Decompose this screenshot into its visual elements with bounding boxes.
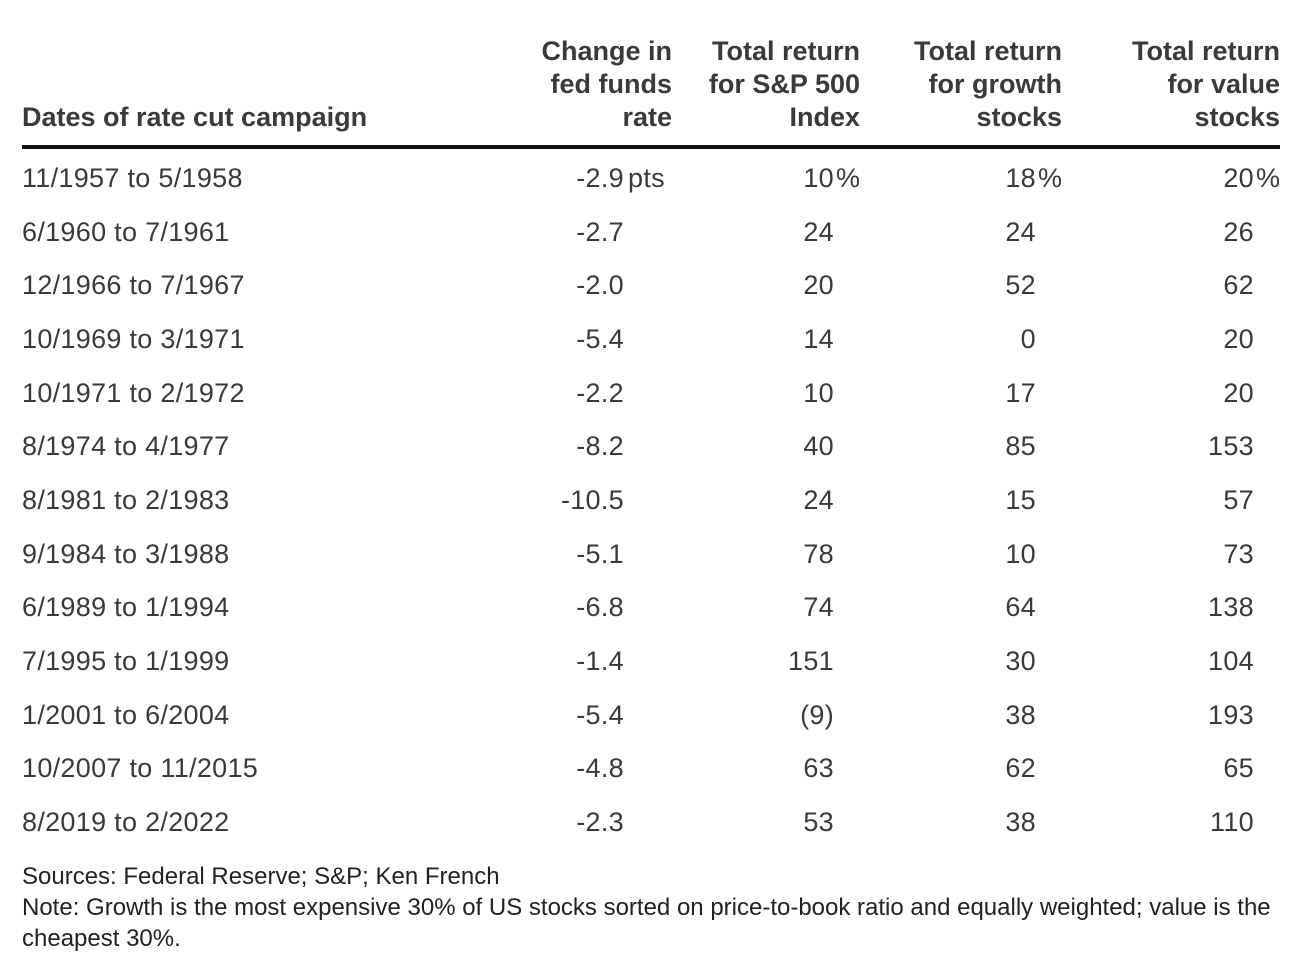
cell-sp500-return: 24 xyxy=(803,216,834,247)
cell-value-return: 26 xyxy=(1223,216,1254,247)
cell-growth-return: 38 xyxy=(1005,699,1036,730)
cell-value-return: 20 xyxy=(1223,162,1254,193)
header-divider xyxy=(22,145,1280,149)
cell-fed-funds-change: -2.9 xyxy=(576,162,624,193)
cell-value-return: 20 xyxy=(1223,323,1254,354)
cell-fed-funds-change: -10.5 xyxy=(560,484,624,515)
cell-growth-return: 85 xyxy=(1005,431,1036,462)
cell-value-return: 104 xyxy=(1208,646,1254,677)
rate-cut-returns-table: Dates of rate cut campaign Change in fed… xyxy=(22,30,1280,837)
cell-sp500-return: 10 xyxy=(803,377,834,408)
cell-dates: 8/2019 to 2/2022 xyxy=(22,807,230,838)
table-row: 1/2001 to 6/2004 -5.4 (9) 38 193 xyxy=(22,688,1280,742)
table-row: 10/1969 to 3/1971 -5.4 14 0 20 xyxy=(22,312,1280,366)
table-row: 10/1971 to 2/1972 -2.2 10 17 20 xyxy=(22,366,1280,420)
cell-dates: 6/1989 to 1/1994 xyxy=(22,592,230,623)
cell-fed-funds-change: -2.7 xyxy=(576,216,624,247)
cell-growth-return: 30 xyxy=(1005,646,1036,677)
cell-dates: 8/1974 to 4/1977 xyxy=(22,431,230,462)
cell-fed-funds-change: -4.8 xyxy=(576,753,624,784)
cell-value-return: 20 xyxy=(1223,377,1254,408)
cell-fed-funds-change: -5.4 xyxy=(576,323,624,354)
header-growth-return: Total return for growth stocks xyxy=(914,36,1062,132)
cell-value-return: 62 xyxy=(1223,270,1254,301)
cell-growth-return: 64 xyxy=(1005,592,1036,623)
table-row: 6/1989 to 1/1994 -6.8 74 64 138 xyxy=(22,581,1280,635)
cell-growth-return: 24 xyxy=(1005,216,1036,247)
table-row: 8/2019 to 2/2022 -2.3 53 38 110 xyxy=(22,795,1280,849)
cell-fed-funds-change: -2.0 xyxy=(576,270,624,301)
cell-dates: 11/1957 to 5/1958 xyxy=(22,162,243,193)
table-row: 6/1960 to 7/1961 -2.7 24 24 26 xyxy=(22,205,1280,259)
cell-fed-funds-change: -2.3 xyxy=(576,807,624,838)
cell-fed-funds-unit: pts xyxy=(628,162,665,193)
cell-value-return: 73 xyxy=(1223,538,1254,569)
cell-fed-funds-change: -1.4 xyxy=(576,646,624,677)
cell-dates: 8/1981 to 2/1983 xyxy=(22,484,230,515)
sources-note: Sources: Federal Reserve; S&P; Ken Frenc… xyxy=(22,863,500,890)
cell-value-return: 57 xyxy=(1223,484,1254,515)
header-dates: Dates of rate cut campaign xyxy=(22,102,368,132)
cell-fed-funds-change: -5.1 xyxy=(576,538,624,569)
table-header: Dates of rate cut campaign Change in fed… xyxy=(22,30,1280,149)
cell-value-return: 138 xyxy=(1208,592,1254,623)
cell-sp500-return: 10 xyxy=(803,162,834,193)
cell-fed-funds-change: -6.8 xyxy=(576,592,624,623)
table-row: 11/1957 to 5/1958 -2.9 pts 10% 18% 20% xyxy=(22,151,1280,205)
cell-dates: 6/1960 to 7/1961 xyxy=(22,216,230,247)
cell-sp500-return: 53 xyxy=(803,807,834,838)
cell-growth-return: 17 xyxy=(1005,377,1036,408)
cell-sp500-return: 14 xyxy=(803,323,834,354)
cell-value-return: 65 xyxy=(1223,753,1254,784)
table-row: 7/1995 to 1/1999 -1.4 151 30 104 xyxy=(22,634,1280,688)
cell-sp500-return: 40 xyxy=(803,431,834,462)
header-sp500-return: Total return for S&P 500 Index xyxy=(708,36,860,132)
cell-fed-funds-change: -5.4 xyxy=(576,699,624,730)
cell-value-return: 110 xyxy=(1210,807,1254,838)
cell-dates: 10/2007 to 11/2015 xyxy=(22,753,259,784)
cell-growth-return: 18 xyxy=(1005,162,1036,193)
cell-growth-return: 38 xyxy=(1005,807,1036,838)
cell-growth-return: 52 xyxy=(1005,270,1036,301)
table-row: 8/1974 to 4/1977 -8.2 40 85 153 xyxy=(22,419,1280,473)
cell-fed-funds-change: -2.2 xyxy=(576,377,624,408)
cell-dates: 10/1971 to 2/1972 xyxy=(22,377,245,408)
cell-sp500-return: 24 xyxy=(803,484,834,515)
cell-value-return: 193 xyxy=(1208,699,1254,730)
cell-growth-unit: % xyxy=(1038,162,1063,193)
cell-sp500-return: 20 xyxy=(803,270,834,301)
cell-sp500-unit: % xyxy=(836,162,861,193)
cell-sp500-return: 78 xyxy=(803,538,834,569)
table-row: 8/1981 to 2/1983 -10.5 24 15 57 xyxy=(22,473,1280,527)
cell-sp500-return: 74 xyxy=(803,592,834,623)
methodology-note: Note: Growth is the most expensive 30% o… xyxy=(22,894,1271,952)
cell-value-unit: % xyxy=(1256,162,1281,193)
cell-dates: 10/1969 to 3/1971 xyxy=(22,323,245,354)
cell-dates: 7/1995 to 1/1999 xyxy=(22,646,230,677)
table-row: 12/1966 to 7/1967 -2.0 20 52 62 xyxy=(22,258,1280,312)
cell-dates: 1/2001 to 6/2004 xyxy=(22,699,230,730)
header-value-return: Total return for value stocks xyxy=(1132,36,1280,132)
cell-dates: 12/1966 to 7/1967 xyxy=(22,270,245,301)
cell-growth-return: 62 xyxy=(1005,753,1036,784)
cell-sp500-return: 63 xyxy=(803,753,834,784)
table-footer: Sources: Federal Reserve; S&P; Ken Frenc… xyxy=(22,861,1282,954)
table-row: 9/1984 to 3/1988 -5.1 78 10 73 xyxy=(22,527,1280,581)
cell-dates: 9/1984 to 3/1988 xyxy=(22,538,230,569)
cell-value-return: 153 xyxy=(1208,431,1254,462)
header-fed-funds-change: Change in fed funds rate xyxy=(541,36,672,132)
cell-growth-return: 0 xyxy=(1020,323,1036,354)
cell-sp500-return: (9) xyxy=(800,699,834,730)
table-row: 10/2007 to 11/2015 -4.8 63 62 65 xyxy=(22,742,1280,796)
cell-fed-funds-change: -8.2 xyxy=(576,431,624,462)
table-body: 11/1957 to 5/1958 -2.9 pts 10% 18% 20% 6/1960… xyxy=(22,151,1280,849)
cell-growth-return: 10 xyxy=(1005,538,1036,569)
cell-sp500-return: 151 xyxy=(788,646,834,677)
cell-growth-return: 15 xyxy=(1005,484,1036,515)
